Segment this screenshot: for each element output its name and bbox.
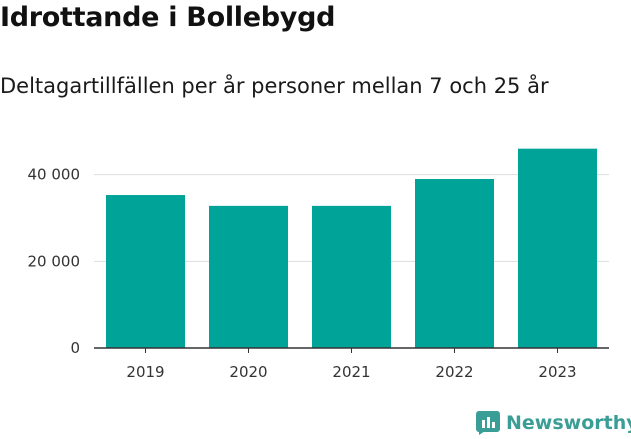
- x-tick-label: 2022: [435, 363, 473, 381]
- y-tick-label: 0: [70, 339, 80, 357]
- x-tick-label: 2023: [538, 363, 576, 381]
- chart-title: Idrottande i Bollebygd: [0, 2, 336, 33]
- x-tick-label: 2021: [332, 363, 370, 381]
- y-tick-label: 20 000: [28, 252, 81, 270]
- bar-chart-logo-icon: [476, 411, 500, 435]
- bar: [415, 179, 494, 348]
- x-tick-label: 2019: [126, 363, 164, 381]
- y-tick-label: 40 000: [28, 166, 81, 184]
- bar: [106, 195, 185, 348]
- bar: [209, 205, 288, 348]
- newsworthy-logo: Newsworthy: [476, 409, 631, 437]
- bar: [518, 148, 597, 348]
- x-tick-label: 2020: [229, 363, 267, 381]
- bar: [312, 205, 391, 348]
- brand-name: Newsworthy: [506, 412, 631, 434]
- chart-subtitle: Deltagartillfällen per år personer mella…: [0, 74, 549, 98]
